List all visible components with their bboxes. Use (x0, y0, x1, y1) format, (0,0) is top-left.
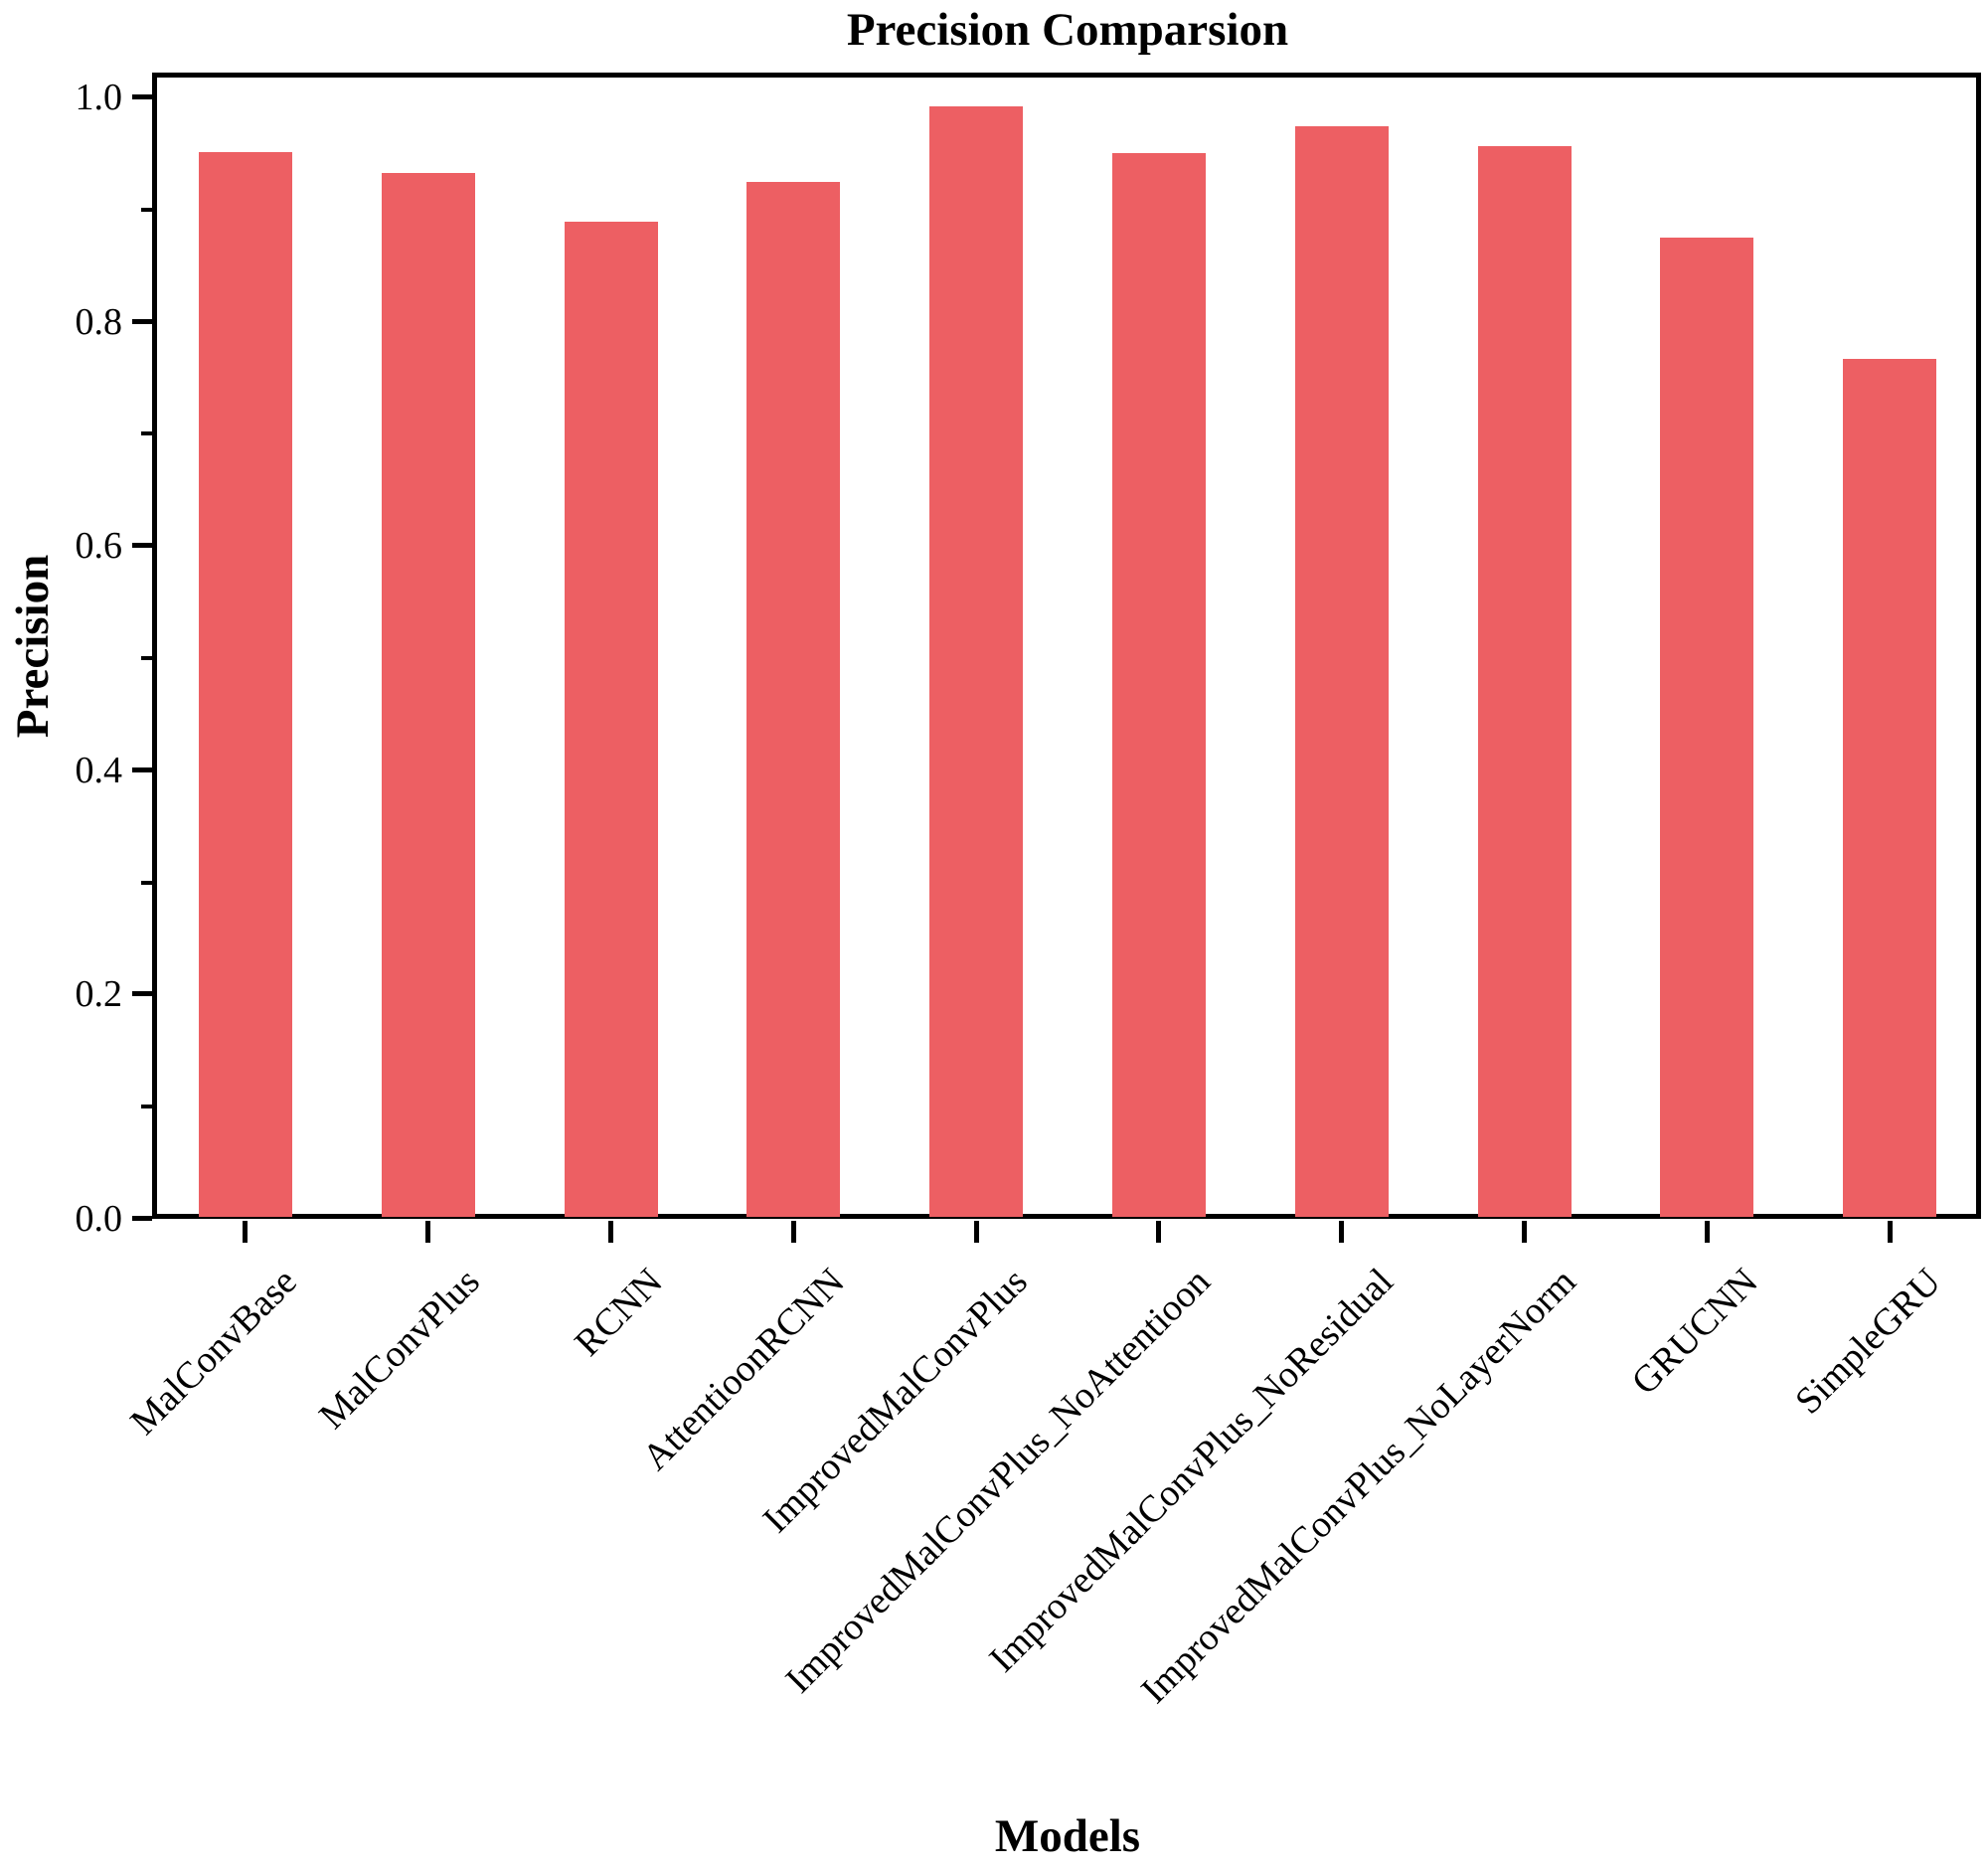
plot-area (152, 73, 1981, 1219)
x-tick (1522, 1221, 1527, 1243)
bar-GRUCNN (1660, 238, 1753, 1217)
x-tick-label: MalConvPlus (311, 1261, 488, 1438)
x-tick (1156, 1221, 1161, 1243)
x-tick (425, 1221, 430, 1243)
x-tick (791, 1221, 796, 1243)
x-tick (608, 1221, 613, 1243)
y-tick-minor (141, 656, 152, 660)
y-tick-minor (141, 1105, 152, 1108)
y-tick-label: 0.8 (75, 301, 123, 343)
y-tick-major (132, 767, 152, 772)
y-tick-label: 0.0 (75, 1198, 123, 1240)
bar-ImprovedMalConvPlus (929, 106, 1023, 1217)
y-tick-major (132, 543, 152, 548)
y-tick-label: 0.2 (75, 973, 123, 1015)
y-tick-minor (141, 881, 152, 885)
y-tick-label: 1.0 (75, 77, 123, 118)
bar-MalConvPlus (382, 173, 475, 1217)
bar-SimpleGRU (1843, 359, 1936, 1217)
bar-RCNN (565, 222, 658, 1217)
y-tick-major (132, 94, 152, 99)
x-tick (1705, 1221, 1710, 1243)
x-axis-label: Models (994, 1810, 1141, 1862)
y-tick-major (132, 1216, 152, 1221)
y-tick-minor (141, 208, 152, 212)
y-tick-major (132, 319, 152, 324)
chart-title: Precision Comparsion (846, 4, 1289, 56)
bar-AttentioonRCNN (746, 182, 840, 1217)
x-tick (1888, 1221, 1893, 1243)
x-tick (243, 1221, 248, 1243)
x-tick-label: SimpleGRU (1787, 1261, 1949, 1423)
y-axis-label: Precision (7, 554, 59, 739)
y-tick-major (132, 991, 152, 996)
bar-ImprovedMalConvPlus_NoAttentioon (1112, 153, 1206, 1217)
x-tick (1339, 1221, 1344, 1243)
y-tick-label: 0.4 (75, 750, 123, 791)
y-tick-minor (141, 431, 152, 435)
bar-MalConvBase (199, 152, 292, 1217)
y-tick-label: 0.6 (75, 525, 123, 567)
bar-ImprovedMalConvPlus_NoResidual (1295, 126, 1389, 1217)
x-tick (974, 1221, 979, 1243)
bar-ImprovedMalConvPlus_NoLayerNorm (1478, 146, 1572, 1217)
